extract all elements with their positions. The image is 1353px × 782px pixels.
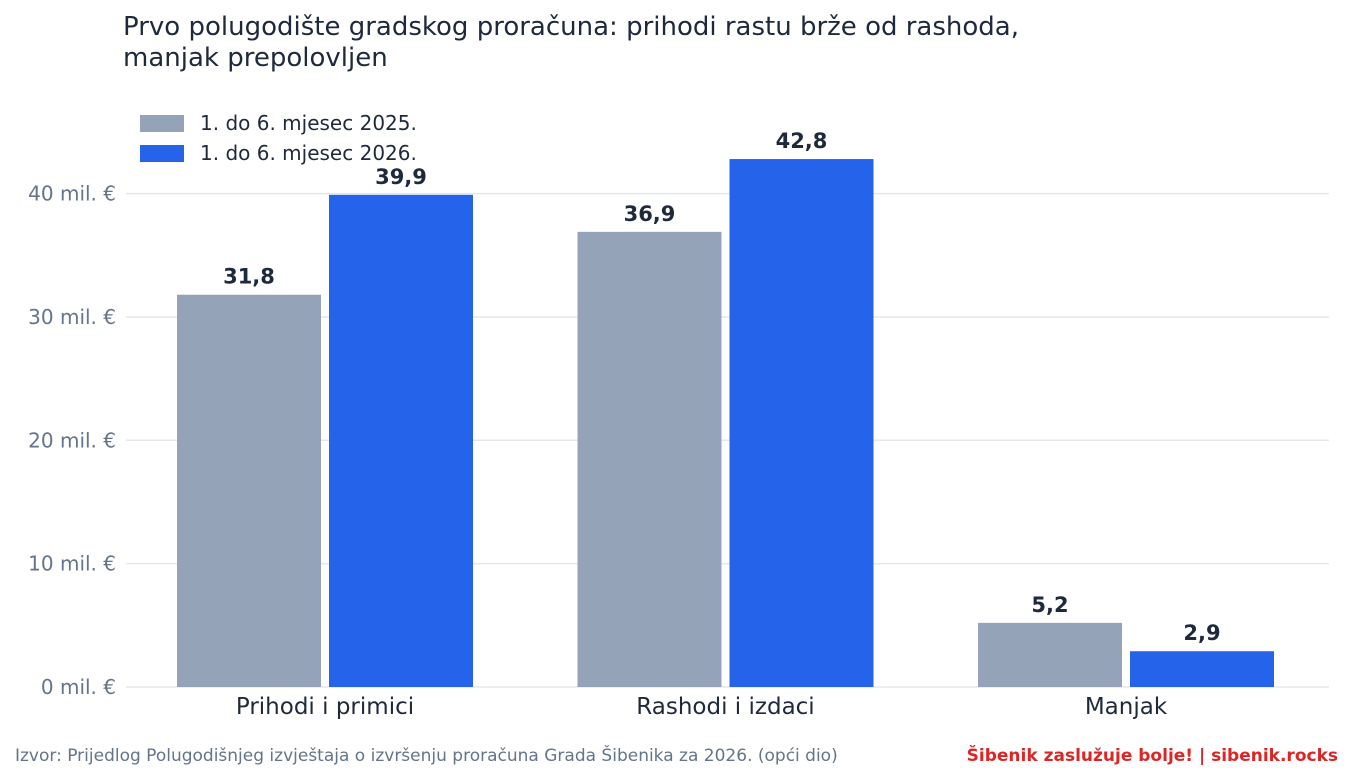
data-label: 39,9 [375,165,427,189]
axes: 0 mil. € 10 mil. € 20 mil. € 30 mil. € 40 mi… [28,182,1168,720]
legend-swatch [140,145,184,162]
y-tick-label: 0 mil. € [41,675,116,699]
bar [1130,651,1274,687]
bar [729,159,874,687]
y-tick-label: 20 mil. € [28,428,116,452]
legend-label: 1. do 6. mjesec 2025. [200,111,417,135]
data-label: 2,9 [1183,621,1220,645]
legend: 1. do 6. mjesec 2025. 1. do 6. mjesec 202… [140,111,417,165]
bar [978,622,1122,687]
data-label: 31,8 [223,265,275,289]
y-tick-label: 40 mil. € [28,182,116,206]
bar [177,294,321,687]
y-tick-label: 30 mil. € [28,305,116,329]
data-label: 36,9 [624,202,676,226]
bars [177,159,1274,687]
data-label: 5,2 [1031,593,1068,617]
y-tick-label: 10 mil. € [28,552,116,576]
x-category-label: Rashodi i izdaci [636,694,814,720]
data-label: 42,8 [776,129,828,153]
chart-title: Prvo polugodište gradskog proračuna: pri… [123,12,1019,73]
legend-swatch [140,115,184,132]
bar [577,231,722,687]
bar [329,194,473,687]
source-note: Izvor: Prijedlog Polugodišnjeg izvještaj… [15,746,838,766]
data-labels: 31,8 39,9 36,9 42,8 5,2 2,9 [223,129,1221,645]
x-category-label: Manjak [1085,694,1168,720]
brand-footer: Šibenik zaslužuje bolje! | sibenik.rocks [966,746,1338,766]
legend-label: 1. do 6. mjesec 2026. [200,141,417,165]
grid-lines [126,192,1329,688]
x-category-label: Prihodi i primici [236,694,414,720]
